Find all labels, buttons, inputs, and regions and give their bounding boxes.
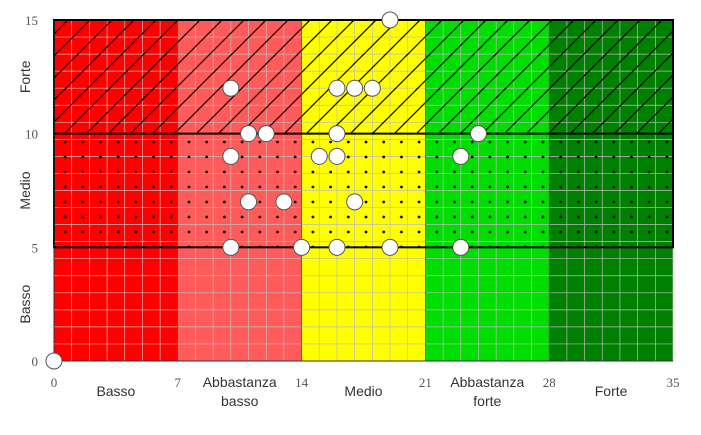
x-tick-label: 35 bbox=[667, 375, 680, 390]
y-tick-labels: 0 5 10 15 bbox=[25, 13, 38, 369]
data-point bbox=[222, 79, 240, 97]
x-band-label: Medio bbox=[344, 383, 382, 399]
data-points bbox=[45, 11, 487, 370]
data-point bbox=[328, 125, 346, 143]
data-point bbox=[257, 125, 275, 143]
x-band-label: Basso bbox=[96, 383, 135, 399]
data-point bbox=[346, 79, 364, 97]
data-point bbox=[240, 125, 258, 143]
x-tick-labels: 0 7 14 21 28 35 bbox=[51, 375, 680, 390]
y-tick-label: 10 bbox=[25, 127, 38, 142]
data-point bbox=[275, 193, 293, 211]
data-point bbox=[381, 11, 399, 29]
x-tick-label: 7 bbox=[175, 375, 182, 390]
y-band-label: Medio bbox=[17, 171, 33, 209]
y-tick-label: 5 bbox=[32, 240, 39, 255]
data-point bbox=[45, 352, 63, 370]
x-band-label: Abbastanza basso bbox=[203, 374, 277, 409]
plot-outline bbox=[53, 19, 674, 362]
data-point bbox=[346, 193, 364, 211]
y-tick-label: 15 bbox=[25, 13, 38, 28]
data-point bbox=[452, 147, 470, 165]
x-band-label: Abbastanza forte bbox=[450, 374, 524, 409]
y-band-hatch bbox=[54, 20, 673, 134]
data-point bbox=[381, 238, 399, 256]
y-band-labels: Basso Medio Forte bbox=[17, 60, 33, 323]
data-point bbox=[240, 193, 258, 211]
data-point bbox=[363, 79, 381, 97]
y-band-dots bbox=[54, 133, 673, 248]
data-point bbox=[328, 79, 346, 97]
x-tick-label: 0 bbox=[51, 375, 58, 390]
data-point bbox=[328, 238, 346, 256]
y-band-label: Forte bbox=[17, 60, 33, 93]
y-band-label: Basso bbox=[17, 285, 33, 324]
x-tick-label: 14 bbox=[295, 375, 309, 390]
x-band-labels: Basso Abbastanza basso Medio Abbastanza forte… bbox=[96, 374, 627, 409]
data-point bbox=[452, 238, 470, 256]
data-point bbox=[222, 238, 240, 256]
data-point bbox=[310, 147, 328, 165]
data-point bbox=[328, 147, 346, 165]
y-tick-label: 0 bbox=[32, 354, 39, 369]
x-tick-label: 28 bbox=[543, 375, 556, 390]
y-band-patterns bbox=[54, 20, 673, 248]
data-point bbox=[293, 238, 311, 256]
data-point bbox=[222, 147, 240, 165]
data-point bbox=[469, 125, 487, 143]
x-tick-label: 21 bbox=[419, 375, 432, 390]
x-band-label: Forte bbox=[595, 383, 628, 399]
